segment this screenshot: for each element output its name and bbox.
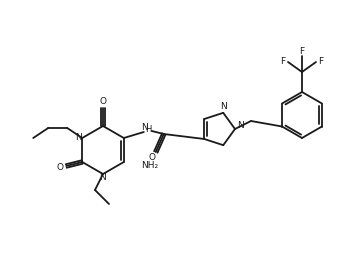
Text: N: N [75, 134, 82, 143]
Text: F: F [281, 57, 285, 67]
Text: N: N [238, 122, 244, 130]
Text: H: H [146, 125, 152, 134]
Text: O: O [148, 154, 155, 162]
Text: F: F [318, 57, 324, 67]
Text: N: N [141, 123, 148, 132]
Text: O: O [57, 163, 64, 172]
Text: N: N [99, 173, 106, 183]
Text: N: N [220, 102, 227, 111]
Text: NH₂: NH₂ [141, 161, 158, 171]
Text: O: O [99, 97, 106, 106]
Text: F: F [299, 46, 305, 56]
